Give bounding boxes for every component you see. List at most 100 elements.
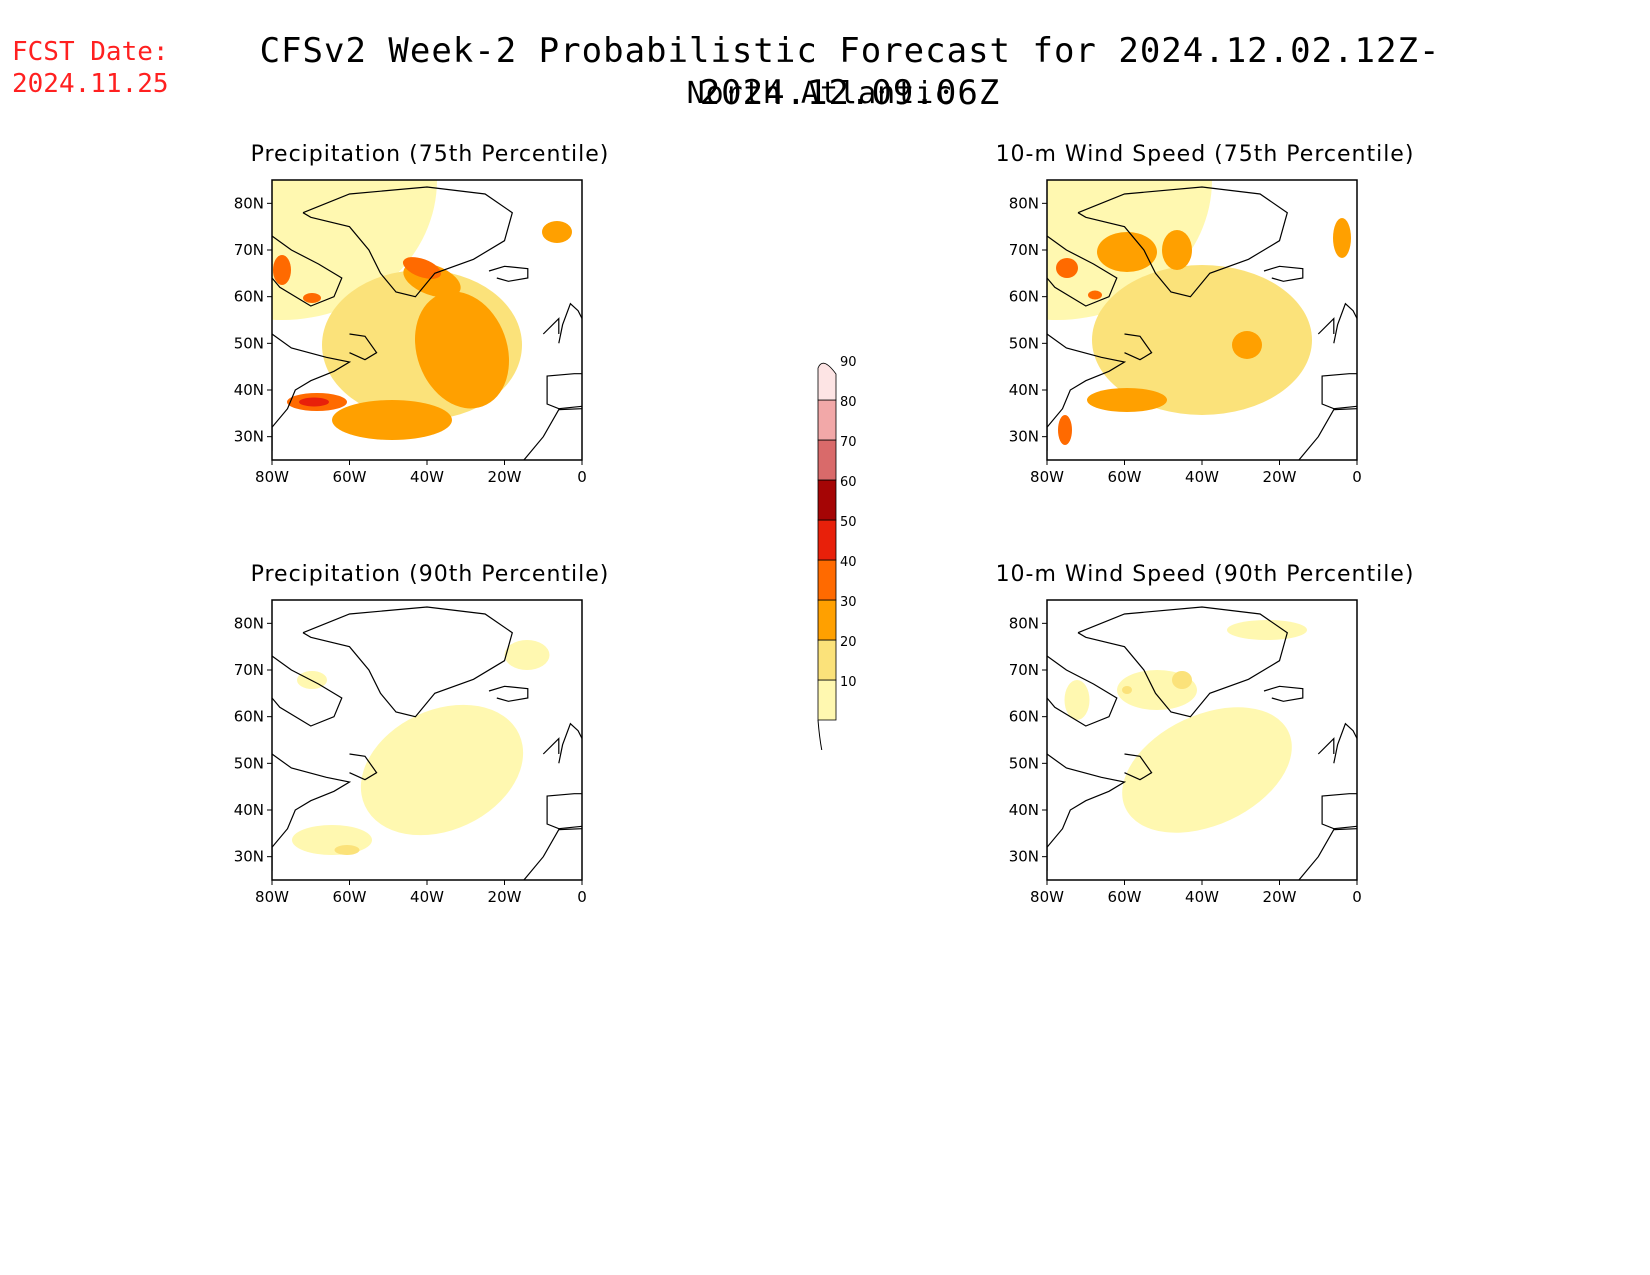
lon-tick-label: 0 [1352, 888, 1362, 906]
coastline [1047, 235, 1118, 307]
coastline [272, 655, 343, 727]
panel-title: Precipitation (75th Percentile) [250, 142, 610, 167]
probability-shading [292, 825, 372, 855]
coastline [349, 333, 378, 361]
colorbar-label: 30 [840, 595, 857, 610]
coastline [558, 722, 582, 764]
colorbar-label: 50 [840, 515, 857, 530]
colorbar-swatch [817, 679, 837, 721]
lat-tick-label: 40N [1009, 381, 1039, 399]
colorbar-swatch [817, 599, 837, 641]
panel-title: Precipitation (90th Percentile) [250, 562, 610, 587]
map-wind-75: 80N 70N 60N 50N 40N 30N 80W 60W 40W 20W 0 [1009, 179, 1362, 486]
lon-tick-label: 40W [410, 468, 444, 486]
coastline [272, 235, 343, 307]
lon-tick-label: 60W [333, 468, 367, 486]
coastline [302, 606, 513, 718]
lat-tick-label: 80N [234, 194, 264, 212]
probability-shading [1087, 388, 1167, 412]
probability-shading [1162, 230, 1192, 270]
colorbar-label: 90 [840, 355, 857, 370]
probability-shading [1333, 218, 1351, 258]
lat-tick-label: 30N [1009, 848, 1039, 866]
map-precip-75: 80N 70N 60N 50N 40N 30N 80W 60W 40W 20W 0 [234, 179, 587, 486]
coastline [1321, 793, 1357, 830]
coastline [1263, 265, 1304, 282]
map-wind-90: 80N 70N 60N 50N 40N 30N 80W 60W 40W 20W 0 [1009, 599, 1362, 906]
lat-tick-label: 80N [1009, 194, 1039, 212]
probability-shading [1092, 265, 1312, 415]
lon-tick-label: 80W [255, 888, 289, 906]
panel-wind-90: 10-m Wind Speed (90th Percentile) 80N 70N… [975, 562, 1435, 942]
lon-tick-label: 60W [333, 888, 367, 906]
probability-shading [1227, 620, 1307, 640]
coastline [523, 408, 582, 460]
lon-tick-label: 80W [1030, 888, 1064, 906]
probability-shading [299, 397, 329, 407]
panel-title: 10-m Wind Speed (90th Percentile) [995, 562, 1415, 587]
lat-tick-label: 60N [1009, 708, 1039, 726]
lat-tick-label: 30N [234, 848, 264, 866]
colorbar-swatch [817, 639, 837, 681]
probability-shading [272, 180, 437, 320]
probability-shading [334, 845, 360, 855]
coastline [1124, 333, 1153, 361]
colorbar-tail [817, 719, 823, 750]
coastline [546, 373, 582, 410]
coastline [488, 265, 529, 282]
probability-shading [1056, 258, 1078, 278]
lat-tick-label: 60N [234, 708, 264, 726]
panel-wind-75: 10-m Wind Speed (75th Percentile) 80N 70N… [975, 142, 1435, 522]
fcst-date-value: 2024.11.25 [12, 69, 169, 99]
colorbar-label: 20 [840, 635, 857, 650]
panel-precip-90: Precipitation (90th Percentile) 80N 70N 60… [200, 562, 660, 942]
coastline [523, 828, 582, 880]
lat-tick-label: 80N [1009, 614, 1039, 632]
probability-shading [1058, 415, 1072, 445]
coastline [1298, 408, 1357, 460]
coastline [1047, 753, 1127, 871]
lat-tick-label: 70N [234, 241, 264, 259]
region-subtitle: North Atlantic [686, 76, 954, 111]
lat-tick-label: 60N [1009, 288, 1039, 306]
coastline [1317, 737, 1335, 755]
colorbar-swatch [817, 479, 837, 521]
probability-shading [360, 704, 524, 836]
probability-shading [1122, 707, 1292, 833]
lat-tick-label: 70N [1009, 241, 1039, 259]
coastline [1333, 302, 1357, 344]
lon-tick-label: 0 [577, 468, 587, 486]
colorbar-swatch [817, 439, 837, 481]
colorbar-label: 10 [840, 675, 857, 690]
coastline [488, 685, 529, 702]
coastline [1298, 828, 1357, 880]
lon-tick-label: 80W [1030, 468, 1064, 486]
colorbar-swatch [817, 519, 837, 561]
coastline [1263, 685, 1304, 702]
lat-tick-label: 40N [234, 801, 264, 819]
probability-shading [1232, 331, 1262, 359]
lat-tick-label: 40N [234, 381, 264, 399]
panel-precip-75: Precipitation (75th Percentile) 80N 70N 60… [200, 142, 660, 522]
probability-shading [402, 257, 442, 279]
coastline [542, 737, 560, 755]
lat-tick-label: 50N [234, 754, 264, 772]
probability-shading [542, 221, 572, 243]
coastline [1047, 655, 1118, 727]
lat-tick-label: 50N [1009, 754, 1039, 772]
coastline [558, 302, 582, 344]
colorbar-label: 70 [840, 435, 857, 450]
lon-tick-label: 40W [410, 888, 444, 906]
fcst-date-label: FCST Date: [12, 37, 169, 67]
map-precip-90: 80N 70N 60N 50N 40N 30N 80W 60W 40W 20W 0 [234, 599, 587, 906]
lon-tick-label: 60W [1108, 888, 1142, 906]
lat-tick-label: 70N [1009, 661, 1039, 679]
coastline [302, 186, 513, 298]
probability-shading [1064, 680, 1090, 720]
colorbar-label: 80 [840, 395, 857, 410]
colorbar-label: 40 [840, 555, 857, 570]
coastline [542, 317, 560, 335]
colorbar-swatch [817, 399, 837, 441]
coastline [1047, 333, 1127, 451]
colorbar-swatch [817, 559, 837, 601]
